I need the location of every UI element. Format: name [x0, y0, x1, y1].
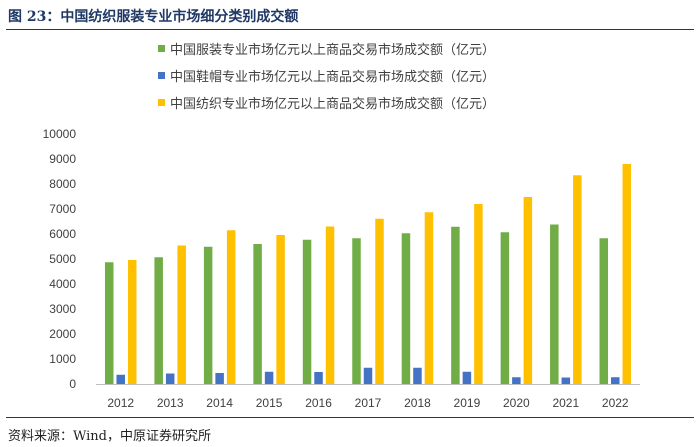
bar	[401, 233, 411, 384]
bar	[561, 377, 571, 384]
x-tick-label: 2014	[206, 396, 233, 410]
bar	[177, 245, 186, 384]
bar	[523, 197, 533, 384]
bar	[573, 175, 582, 384]
figure-title: 图 23：中国纺织服装专业市场细分类别成交额	[8, 9, 299, 25]
x-tick-label: 2021	[552, 396, 579, 410]
bar	[203, 246, 213, 384]
bar	[611, 377, 620, 384]
x-tick-label: 2017	[355, 396, 382, 410]
bar	[413, 367, 422, 384]
bar	[550, 224, 559, 384]
legend-label: 中国服装专业市场亿元以上商品交易市场成交额（亿元）	[170, 42, 495, 58]
bar	[264, 371, 274, 384]
bar	[363, 367, 373, 384]
x-tick-label: 2022	[602, 396, 629, 410]
y-tick-label: 0	[69, 377, 76, 391]
bar	[375, 218, 384, 384]
bar	[276, 235, 285, 384]
bar	[474, 204, 483, 384]
bar	[512, 377, 521, 384]
x-tick-label: 2020	[503, 396, 530, 410]
bar	[352, 238, 361, 384]
bar	[127, 260, 137, 384]
bar	[154, 257, 163, 384]
title-rule	[6, 29, 694, 30]
x-tick-label: 2018	[404, 396, 431, 410]
bar	[451, 226, 460, 384]
source-note: 资料来源：Wind，中原证券研究所	[8, 429, 211, 444]
y-tick-label: 1000	[49, 352, 76, 366]
bar	[215, 373, 224, 384]
x-tick-label: 2019	[454, 396, 481, 410]
x-tick-label: 2016	[305, 396, 332, 410]
y-tick-label: 5000	[49, 252, 76, 266]
x-tick-label: 2012	[107, 396, 134, 410]
bar	[253, 244, 262, 384]
legend-swatch	[158, 99, 165, 106]
bar	[424, 212, 434, 384]
y-tick-label: 7000	[49, 202, 76, 216]
x-tick-label: 2015	[256, 396, 283, 410]
bar	[325, 226, 335, 384]
bar	[500, 232, 510, 384]
bar	[226, 230, 236, 384]
x-tick-label: 2013	[157, 396, 184, 410]
bar	[104, 262, 114, 384]
y-tick-label: 2000	[49, 327, 76, 341]
legend-swatch	[158, 72, 165, 79]
bar	[116, 374, 125, 384]
y-tick-label: 9000	[49, 152, 76, 166]
y-tick-label: 6000	[49, 227, 76, 241]
bar	[314, 372, 323, 384]
y-tick-label: 4000	[49, 277, 76, 291]
y-tick-label: 8000	[49, 177, 76, 191]
legend-swatch	[158, 45, 165, 52]
legend-label: 中国纺织专业市场亿元以上商品交易市场成交额（亿元）	[170, 96, 495, 112]
bar	[622, 164, 632, 384]
source-rule	[6, 417, 694, 418]
bar	[302, 239, 312, 384]
bar	[462, 371, 472, 384]
bar	[165, 373, 175, 384]
y-tick-label: 10000	[43, 127, 77, 141]
y-tick-label: 3000	[49, 302, 76, 316]
legend-label: 中国鞋帽专业市场亿元以上商品交易市场成交额（亿元）	[170, 69, 495, 85]
bar	[599, 238, 609, 384]
